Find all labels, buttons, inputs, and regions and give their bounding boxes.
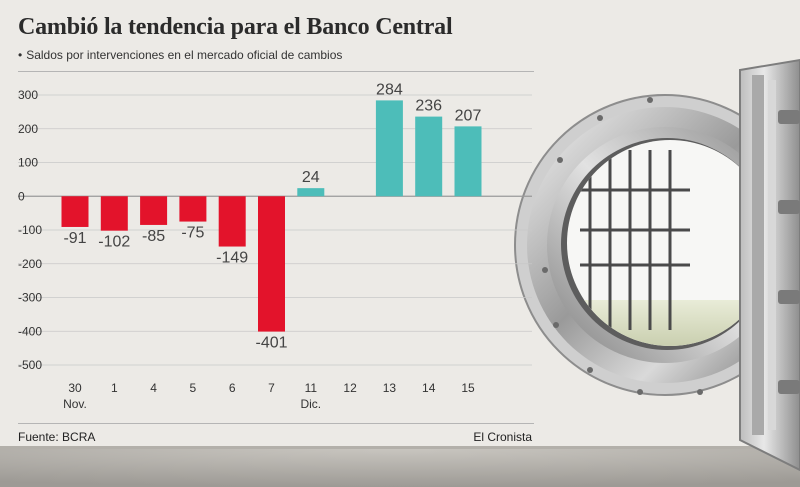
- value-label: -85: [142, 228, 165, 245]
- value-labels: -91 -102 -85 -75 -149 -401 24 284 236 207: [63, 81, 481, 351]
- value-label: 236: [415, 98, 442, 115]
- y-tick-label: -100: [18, 223, 42, 237]
- bars: [61, 100, 482, 332]
- y-tick-label: 100: [18, 156, 38, 170]
- x-tick-label: 13: [383, 381, 397, 395]
- x-tick-label: 30: [68, 381, 82, 395]
- bar: [415, 116, 443, 197]
- x-tick-label: 15: [461, 381, 475, 395]
- bar: [454, 126, 482, 197]
- y-tick-label: -200: [18, 257, 42, 271]
- subtitle-text: Saldos por intervenciones en el mercado …: [26, 48, 343, 62]
- value-label: -102: [98, 234, 130, 251]
- y-tick-label: 200: [18, 122, 38, 136]
- value-label: -75: [181, 225, 204, 242]
- top-divider: [18, 71, 534, 72]
- value-label: -149: [216, 250, 248, 267]
- x-tick-label: 5: [190, 381, 197, 395]
- y-axis: 300 200 100 0 -100 -200 -300 -400 -500: [18, 88, 42, 372]
- subtitle-bullet: •: [18, 48, 23, 62]
- value-label: -91: [63, 230, 86, 247]
- y-tick-label: -300: [18, 291, 42, 305]
- value-label: -401: [255, 335, 287, 352]
- x-tick-label: 7: [268, 381, 275, 395]
- publisher-credit: El Cronista: [473, 430, 532, 444]
- value-label: 207: [455, 107, 482, 124]
- y-tick-label: -400: [18, 324, 42, 338]
- x-tick-label: 11: [305, 381, 318, 395]
- bar: [297, 188, 325, 197]
- value-label: 24: [302, 169, 320, 186]
- chart-title: Cambió la tendencia para el Banco Centra…: [18, 14, 453, 40]
- x-tick-label: 14: [422, 381, 436, 395]
- y-tick-label: -500: [18, 358, 42, 372]
- value-label: 284: [376, 81, 403, 98]
- bar: [375, 100, 403, 197]
- y-tick-label: 0: [18, 189, 25, 203]
- x-tick-label: 4: [150, 381, 157, 395]
- bar: [179, 196, 207, 222]
- x-tick-label: 1: [111, 381, 118, 395]
- bar: [140, 196, 168, 225]
- x-tick-sublabel: Dic.: [300, 397, 321, 411]
- bar: [61, 196, 89, 227]
- chart-subtitle: • Saldos por intervenciones en el mercado…: [18, 48, 342, 62]
- bottom-divider: [18, 423, 534, 424]
- bar: [218, 196, 246, 247]
- bar: [258, 196, 285, 332]
- source-note: Fuente: BCRA: [18, 430, 96, 444]
- x-tick-label: 6: [229, 381, 236, 395]
- x-tick-sublabel: Nov.: [63, 397, 87, 411]
- bar: [100, 196, 128, 231]
- x-tick-label: 12: [343, 381, 357, 395]
- y-tick-label: 300: [18, 88, 38, 102]
